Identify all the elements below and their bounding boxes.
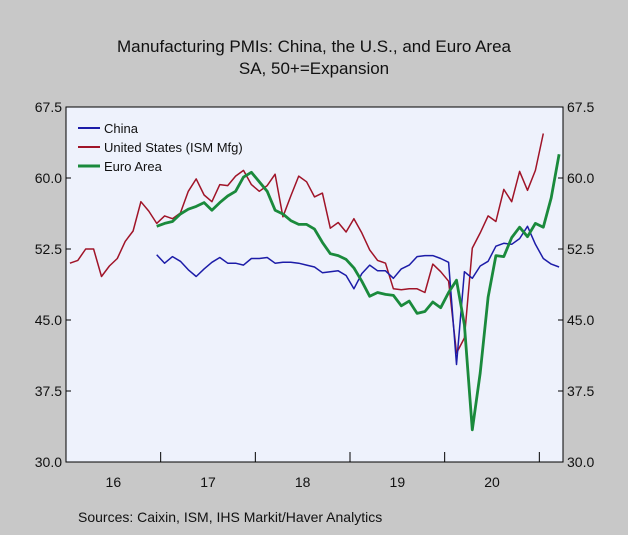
y-tick-label-right: 52.5 bbox=[567, 241, 594, 257]
source-note: Sources: Caixin, ISM, IHS Markit/Haver A… bbox=[78, 509, 382, 525]
legend-label-united-states: United States (ISM Mfg) bbox=[104, 140, 243, 155]
y-tick-label-left: 67.5 bbox=[35, 99, 62, 115]
x-tick-label: 18 bbox=[295, 474, 311, 490]
x-tick-label: 16 bbox=[106, 474, 122, 490]
y-tick-label-left: 45.0 bbox=[35, 312, 62, 328]
y-tick-label-right: 45.0 bbox=[567, 312, 594, 328]
y-axis-left: 30.0 37.5 45.0 52.5 60.0 67.5 bbox=[35, 99, 62, 470]
series-line-euro-area bbox=[156, 154, 561, 432]
legend: China United States (ISM Mfg) Euro Area bbox=[78, 121, 243, 174]
y-tick-label-right: 37.5 bbox=[567, 383, 594, 399]
y-tick-label-left: 52.5 bbox=[35, 241, 62, 257]
x-axis: 16 17 18 19 20 bbox=[106, 474, 500, 490]
y-tick-label-right: 30.0 bbox=[567, 454, 594, 470]
chart-subtitle: SA, 50+=Expansion bbox=[239, 59, 389, 78]
y-axis-right: 30.0 37.5 45.0 52.5 60.0 67.5 bbox=[567, 99, 594, 470]
x-tick-label: 20 bbox=[484, 474, 500, 490]
legend-label-euro-area: Euro Area bbox=[104, 159, 163, 174]
x-tick-label: 19 bbox=[390, 474, 406, 490]
y-tick-label-left: 30.0 bbox=[35, 454, 62, 470]
axis-ticks bbox=[66, 106, 563, 463]
chart-title: Manufacturing PMIs: China, the U.S., and… bbox=[117, 37, 512, 56]
series-lines bbox=[69, 133, 561, 432]
plot-area bbox=[65, 106, 564, 463]
y-tick-label-right: 60.0 bbox=[567, 170, 594, 186]
series-line-china bbox=[156, 225, 560, 366]
y-tick-label-left: 60.0 bbox=[35, 170, 62, 186]
legend-label-china: China bbox=[104, 121, 139, 136]
y-tick-label-left: 37.5 bbox=[35, 383, 62, 399]
x-tick-label: 17 bbox=[200, 474, 216, 490]
y-tick-label-right: 67.5 bbox=[567, 99, 594, 115]
